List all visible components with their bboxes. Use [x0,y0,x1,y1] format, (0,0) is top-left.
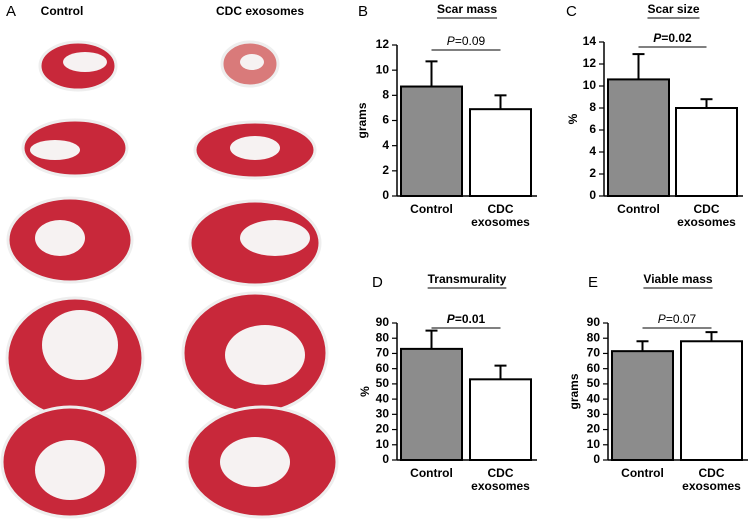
lumen [230,136,280,160]
lumen [225,325,305,385]
bar [611,350,674,461]
x-tick-label: CDC exosomes [471,466,530,493]
chart-title: Viable mass [643,272,712,286]
x-tick-label: Control [617,202,660,216]
y-tick-label: 0 [593,452,600,466]
chart-title: Scar mass [437,2,497,16]
bar [469,378,532,462]
panel-letter: B [358,3,368,20]
p-value: P=0.02 [653,31,692,45]
lumen [220,437,290,487]
y-tick-label: 12 [583,56,597,70]
y-tick-label: 12 [376,37,390,51]
lumen [63,52,107,72]
column-label: CDC exosomes [216,4,304,18]
y-tick-label: 6 [382,113,389,127]
y-tick-label: 14 [583,34,597,48]
y-tick-label: 0 [589,188,596,202]
lumen [35,220,85,256]
bar [675,107,738,197]
bar [607,78,670,197]
x-tick-label: Control [410,466,453,480]
y-tick-label: 60 [587,361,601,375]
y-tick-label: 2 [589,166,596,180]
y-tick-label: 90 [587,315,601,329]
y-tick-label: 10 [376,437,390,451]
chart-title: Transmurality [428,272,507,286]
p-value: P=0.01 [447,312,486,326]
y-tick-label: 30 [376,407,390,421]
y-tick-label: 4 [382,138,389,152]
x-tick-label: CDC exosomes [682,466,741,493]
y-tick-label: 8 [382,88,389,102]
bar [680,340,743,461]
y-axis-label: grams [567,373,581,409]
lumens [30,52,310,500]
lumen [35,440,105,500]
y-tick-label: 20 [587,422,601,436]
panel-letter: D [372,274,383,291]
bar [400,347,463,461]
y-tick-label: 6 [589,122,596,136]
y-tick-label: 50 [587,376,601,390]
y-tick-label: 70 [587,346,601,360]
lumen [240,54,264,70]
y-tick-label: 10 [587,437,601,451]
lumen [42,310,118,380]
y-tick-label: 10 [583,78,597,92]
panel-letter: C [566,3,577,20]
y-tick-label: 40 [587,391,601,405]
y-tick-label: 20 [376,422,390,436]
y-tick-label: 0 [382,452,389,466]
y-tick-label: 2 [382,163,389,177]
y-tick-label: 60 [376,361,390,375]
lumen [240,220,310,256]
y-tick-label: 8 [589,100,596,114]
x-tick-label: CDC exosomes [677,202,736,229]
y-tick-label: 10 [376,62,390,76]
y-tick-label: 80 [376,330,390,344]
y-tick-label: 0 [382,188,389,202]
y-axis-label: grams [355,102,369,138]
y-axis-label: % [358,386,372,397]
bar [469,108,532,197]
p-value: P=0.07 [658,312,697,326]
x-tick-label: CDC exosomes [471,202,530,229]
y-tick-label: 80 [587,330,601,344]
photo-panel: A Control CDC exosomes [0,3,339,519]
lumen [30,140,80,160]
panel-letter: A [6,3,16,20]
x-tick-label: Control [410,202,453,216]
y-tick-label: 70 [376,346,390,360]
y-tick-label: 90 [376,315,390,329]
y-tick-label: 50 [376,376,390,390]
y-tick-label: 30 [587,407,601,421]
chart-title: Scar size [647,2,699,16]
bar [400,85,463,197]
panel-letter: E [588,274,598,291]
x-tick-label: Control [621,466,664,480]
y-axis-label: % [566,113,580,124]
y-tick-label: 4 [589,144,596,158]
column-label: Control [41,4,84,18]
p-value: P=0.09 [447,34,486,48]
y-tick-label: 40 [376,391,390,405]
